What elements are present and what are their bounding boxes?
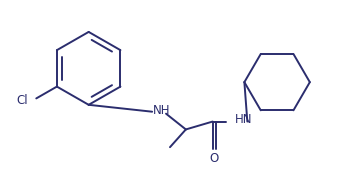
Text: HN: HN xyxy=(235,113,252,126)
Text: NH: NH xyxy=(153,104,171,117)
Text: Cl: Cl xyxy=(17,94,28,107)
Text: O: O xyxy=(209,152,218,164)
